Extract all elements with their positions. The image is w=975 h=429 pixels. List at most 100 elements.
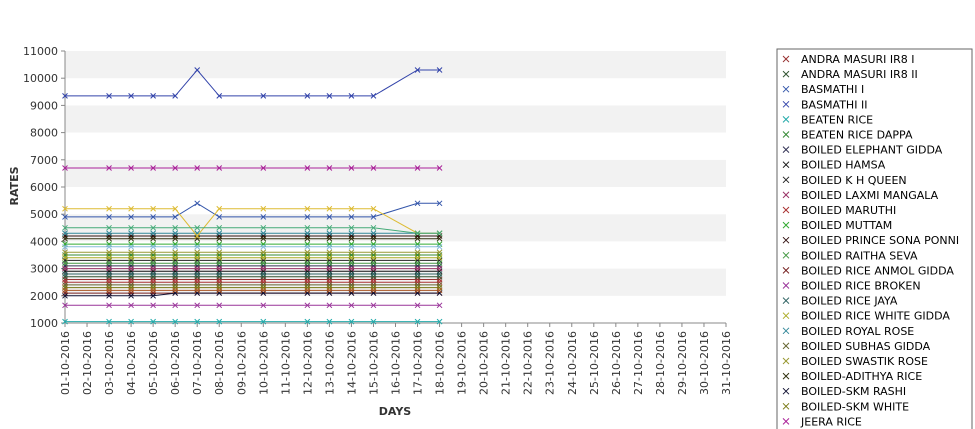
data-point [326, 205, 333, 212]
legend-entry: BOILED-ADITHYA RICE [782, 370, 922, 383]
data-point [128, 249, 134, 256]
data-point [194, 243, 201, 250]
legend-label: BEATEN RICE DAPPA [801, 129, 913, 142]
data-point [370, 271, 377, 277]
data-point [106, 292, 112, 299]
data-point [150, 93, 156, 99]
data-point [150, 271, 156, 277]
x-tick-label: 23-10-2016 [544, 331, 557, 395]
data-point [348, 318, 355, 325]
data-point [128, 302, 134, 309]
data-point [62, 214, 68, 220]
data-point [216, 260, 223, 267]
x-tick-label: 28-10-2016 [654, 331, 667, 395]
data-point [370, 302, 377, 309]
data-point [348, 165, 355, 171]
data-point [216, 230, 223, 237]
series-line [65, 292, 440, 297]
x-tick-label: 06-10-2016 [169, 331, 182, 395]
data-point [436, 318, 443, 325]
data-point [436, 67, 443, 73]
data-point [62, 243, 68, 250]
x-tick-label: 05-10-2016 [147, 331, 160, 395]
data-point [370, 265, 377, 272]
data-point [106, 165, 112, 171]
legend-entry: BOILED SUBHAS GIDDA [782, 340, 931, 353]
x-tick-label: 26-10-2016 [610, 331, 623, 395]
series-line [65, 208, 440, 237]
data-point [370, 235, 377, 242]
data-point [216, 235, 223, 242]
data-point [436, 235, 443, 242]
data-point [216, 165, 223, 171]
data-point [106, 205, 112, 212]
legend-entry: BOILED LAXMI MANGALA [782, 189, 939, 202]
data-point [414, 200, 421, 207]
legend-entry: BOILED-SKM RASHI [782, 385, 906, 398]
x-tick-label: 10-10-2016 [257, 331, 270, 395]
grid-band [65, 132, 726, 160]
data-point [62, 205, 68, 212]
data-point [216, 249, 223, 256]
legend-entry: BOILED ROYAL ROSE [782, 325, 914, 338]
data-point [106, 271, 112, 277]
data-point [150, 214, 156, 220]
legend-label: BOILED RAITHA SEVA [801, 249, 918, 262]
legend-label: BOILED MUTTAM [801, 219, 892, 232]
data-point [414, 249, 421, 256]
data-point [348, 235, 355, 242]
data-point [348, 93, 355, 99]
data-point [194, 67, 201, 73]
data-point [260, 224, 267, 231]
data-point [106, 230, 112, 237]
data-point [216, 205, 223, 212]
legend-label: ANDRA MASURI IR8 II [801, 68, 918, 81]
data-point [150, 260, 156, 267]
data-point [172, 235, 179, 242]
x-tick-label: 14-10-2016 [345, 331, 358, 395]
data-point [62, 93, 68, 99]
grid-band [65, 159, 726, 187]
data-point [326, 214, 333, 220]
data-point [128, 254, 134, 261]
x-axis-title: DAYS [379, 405, 412, 418]
data-point [128, 243, 134, 250]
legend-label: BOILED PRINCE SONA PONNI [801, 234, 959, 247]
y-tick-label: 10000 [23, 72, 58, 85]
x-tick-label: 13-10-2016 [323, 331, 336, 395]
data-point [62, 302, 68, 309]
data-point [326, 224, 333, 231]
data-point [414, 271, 421, 277]
legend-entry: BASMATHI II [782, 98, 867, 111]
data-point [436, 254, 443, 261]
data-point [216, 265, 223, 272]
data-point [172, 271, 179, 277]
data-point [370, 318, 377, 325]
legend-entry: BOILED SWASTIK ROSE [782, 355, 928, 368]
data-point [128, 271, 134, 277]
legend-entry: BOILED MUTTAM [782, 219, 892, 232]
legend-label: BOILED HAMSA [801, 159, 886, 172]
data-point [436, 260, 443, 267]
data-point [370, 249, 377, 256]
legend-label: JEERA RICE [800, 415, 862, 428]
data-point [414, 318, 421, 325]
data-point [194, 224, 201, 231]
chart-legend: ANDRA MASURI IR8 I ANDRA MASURI IR8 II BAS… [776, 48, 973, 429]
legend-label: BOILED-SKM WHITE [801, 400, 909, 413]
data-point [436, 287, 443, 294]
data-point [128, 292, 134, 299]
data-point [304, 230, 311, 237]
data-point [326, 265, 333, 272]
data-point [128, 265, 134, 272]
data-point [106, 302, 112, 309]
y-tick-label: 4000 [30, 235, 58, 248]
data-point [216, 254, 223, 261]
data-point [216, 318, 223, 325]
series-line [65, 227, 440, 234]
data-point [370, 214, 377, 220]
data-point [150, 243, 156, 250]
data-point [304, 260, 311, 267]
data-point [304, 265, 311, 272]
